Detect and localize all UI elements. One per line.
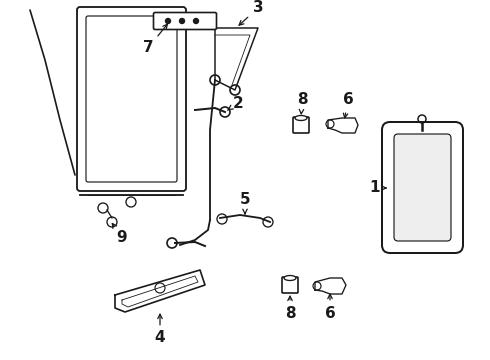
Text: 6: 6 (325, 294, 335, 320)
Text: 5: 5 (240, 193, 250, 214)
Text: 9: 9 (112, 224, 127, 246)
Ellipse shape (295, 116, 307, 121)
Text: 3: 3 (239, 0, 263, 25)
Circle shape (166, 18, 171, 23)
FancyBboxPatch shape (293, 117, 309, 133)
Text: 7: 7 (143, 24, 168, 55)
FancyBboxPatch shape (394, 134, 451, 241)
FancyBboxPatch shape (282, 277, 298, 293)
FancyBboxPatch shape (382, 122, 463, 253)
Text: 6: 6 (343, 93, 353, 118)
Text: 8: 8 (296, 93, 307, 114)
Circle shape (179, 18, 185, 23)
FancyBboxPatch shape (153, 13, 217, 30)
Text: 2: 2 (227, 95, 244, 111)
Ellipse shape (284, 275, 296, 280)
Text: 1: 1 (370, 180, 380, 195)
Circle shape (194, 18, 198, 23)
Text: 4: 4 (155, 314, 165, 346)
Text: 8: 8 (285, 296, 295, 320)
